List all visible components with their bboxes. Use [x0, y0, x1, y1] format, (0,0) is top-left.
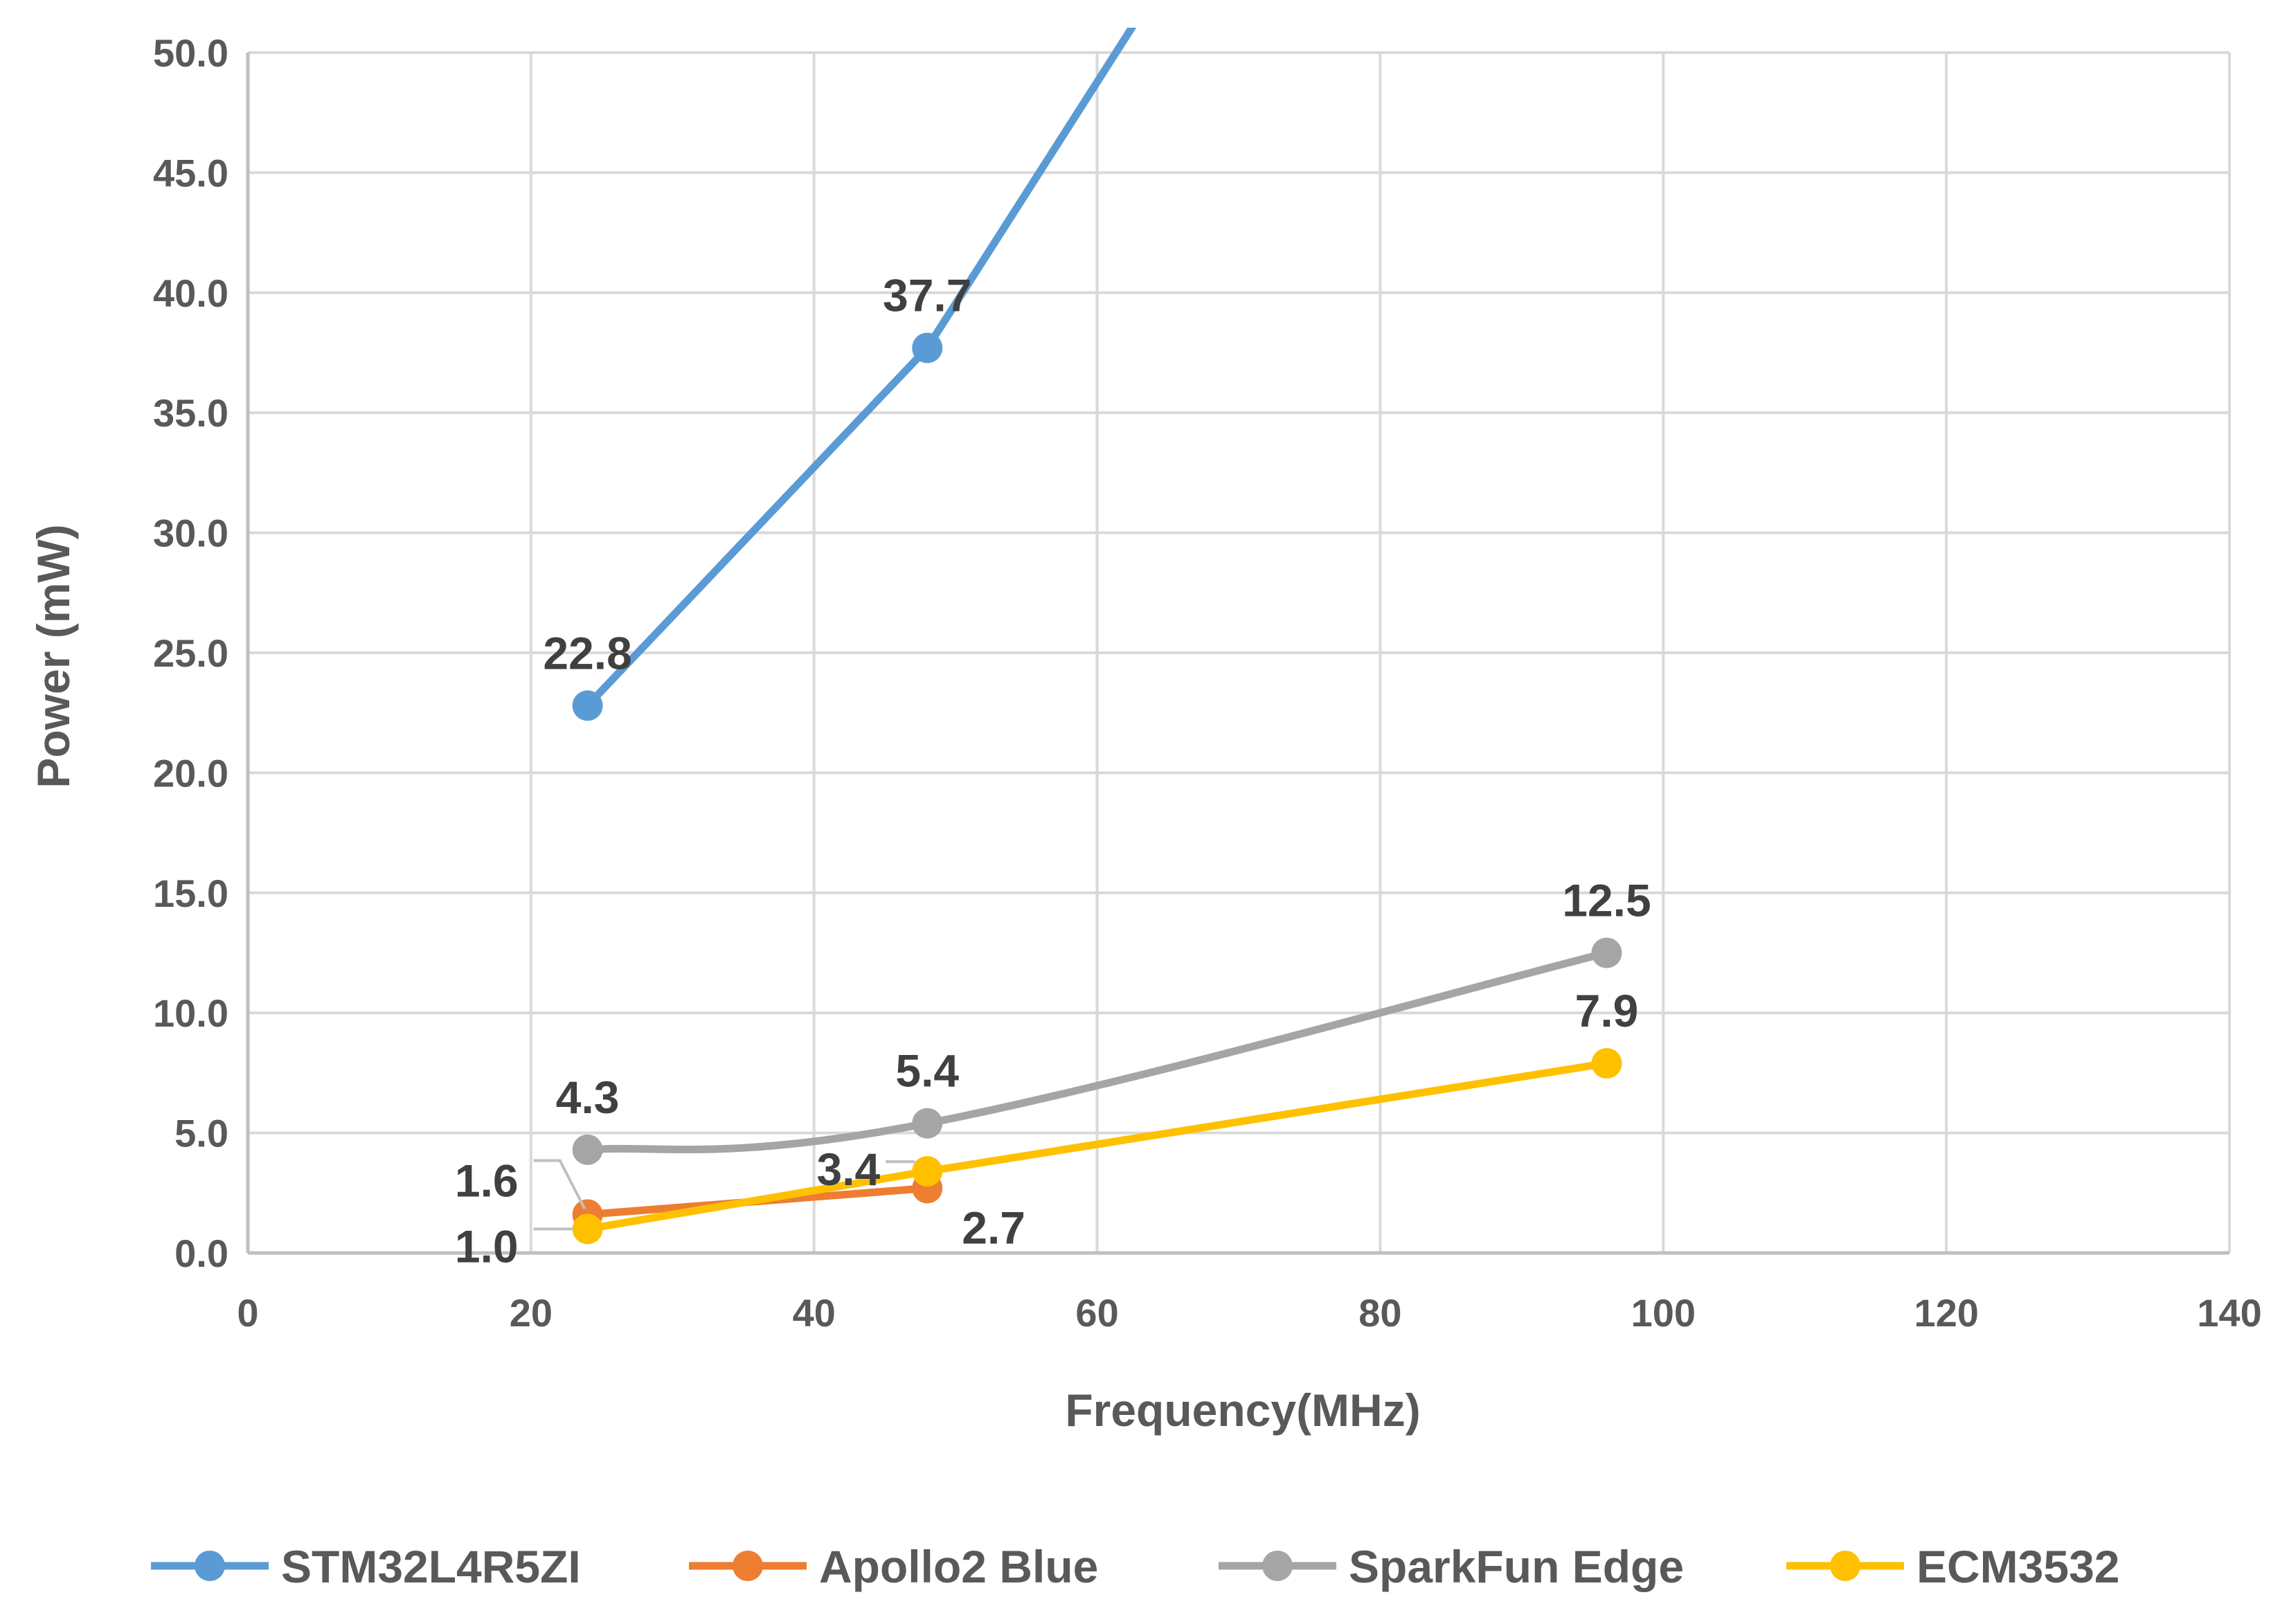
data-label-sparkfun-edge: 5.4	[895, 1045, 959, 1097]
data-point-ecm3532	[1591, 1048, 1622, 1079]
legend-label: ECM3532	[1917, 1541, 2120, 1592]
leader-line-apollo2-blue	[533, 1159, 586, 1210]
legend: STM32L4R5ZI Apollo2 Blue SparkFun Edge ECM3…	[151, 1541, 2120, 1592]
legend-swatch-marker	[1830, 1551, 1860, 1581]
data-point-stm32l4r5zi	[912, 332, 943, 363]
x-tick-label: 20	[510, 1291, 553, 1335]
y-tick-label: 45.0	[153, 151, 228, 195]
y-tick-label: 0.0	[174, 1231, 228, 1275]
legend-item-ecm3532[interactable]: ECM3532	[1786, 1541, 2120, 1592]
legend-swatch-marker	[733, 1551, 763, 1581]
gridlines	[248, 51, 2231, 1253]
y-tick-label: 25.0	[153, 631, 228, 675]
data-point-sparkfun-edge	[572, 1134, 603, 1165]
data-label-ecm3532: 3.4	[817, 1144, 881, 1195]
legend-label: SparkFun Edge	[1349, 1541, 1684, 1592]
data-point-stm32l4r5zi	[572, 690, 603, 721]
data-label-ecm3532: 1.0	[455, 1220, 519, 1272]
data-label-apollo2-blue: 1.6	[455, 1155, 519, 1207]
x-tick-label: 60	[1075, 1291, 1118, 1335]
legend-item-stm32l4r5zi[interactable]: STM32L4R5ZI	[151, 1541, 581, 1592]
x-tick-label: 120	[1914, 1291, 1978, 1335]
x-tick-label: 100	[1631, 1291, 1696, 1335]
legend-item-sparkfun-edge[interactable]: SparkFun Edge	[1219, 1541, 1684, 1592]
legend-swatch-marker	[195, 1551, 225, 1581]
data-point-ecm3532	[572, 1214, 603, 1245]
x-tick-label: 40	[793, 1291, 836, 1335]
data-label-stm32l4r5zi: 22.8	[543, 627, 631, 678]
legend-label: Apollo2 Blue	[819, 1541, 1098, 1592]
data-label-sparkfun-edge: 4.3	[556, 1072, 620, 1123]
x-tick-label: 140	[2197, 1291, 2261, 1335]
y-tick-label: 40.0	[153, 271, 228, 315]
y-tick-label: 20.0	[153, 751, 228, 795]
x-tick-label: 80	[1358, 1291, 1401, 1335]
x-axis-title: Frequency(MHz)	[1065, 1384, 1420, 1436]
legend-item-apollo2-blue[interactable]: Apollo2 Blue	[689, 1541, 1098, 1592]
y-tick-label: 5.0	[174, 1112, 228, 1155]
y-tick-label: 50.0	[153, 31, 228, 75]
data-label-ecm3532: 7.9	[1575, 985, 1639, 1036]
legend-swatch-marker	[1262, 1551, 1293, 1581]
y-tick-label: 15.0	[153, 872, 228, 915]
axes: 0.0 5.0 10.0 15.0 20.0 25.0 30.0 35.0 40.0 45.0 50…	[153, 31, 2262, 1335]
data-point-sparkfun-edge	[1591, 937, 1622, 968]
data-label-apollo2-blue: 2.7	[962, 1202, 1025, 1253]
data-point-sparkfun-edge	[912, 1108, 943, 1139]
series-line-sparkfun-edge	[584, 949, 1610, 1154]
x-tick-label: 0	[237, 1291, 258, 1335]
y-axis-title: Power (mW)	[28, 524, 79, 788]
legend-label: STM32L4R5ZI	[281, 1541, 581, 1592]
data-label-stm32l4r5zi: 37.7	[883, 270, 971, 321]
y-tick-label: 35.0	[153, 391, 228, 435]
data-label-sparkfun-edge: 12.5	[1562, 875, 1651, 926]
data-point-ecm3532	[912, 1156, 943, 1187]
series-layer	[572, 28, 1622, 1245]
data-labels: 22.8 37.7 1.6 2.7 4.3 5.4 12.5 1.0 3.4 7.9	[455, 270, 1651, 1272]
y-tick-label: 30.0	[153, 512, 228, 555]
y-tick-label: 10.0	[153, 991, 228, 1035]
